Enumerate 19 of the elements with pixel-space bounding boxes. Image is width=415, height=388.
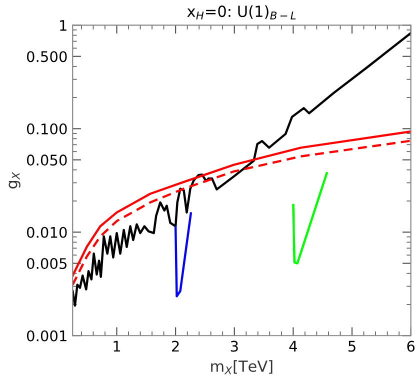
x-tick-label: 4 (289, 340, 298, 352)
line-series (72, 32, 411, 307)
y-tick-label: 0.001 (26, 330, 66, 342)
x-tick-label: 1 (114, 340, 120, 352)
x-tick-label: 6 (407, 340, 415, 352)
y-tick-label: 0.050 (26, 154, 67, 166)
line-series (292, 172, 328, 264)
y-tick-label: 0.500 (26, 51, 67, 62)
x-axis-title: m$_{X}$[TeV] (211, 360, 272, 374)
x-tick-label: 5 (348, 340, 356, 352)
line-series (174, 212, 192, 298)
x-tick-label: 3 (230, 340, 238, 352)
y-tick-label: 0.005 (26, 258, 66, 270)
y-tick-label: 1 (60, 20, 66, 31)
x-tick-label: 2 (172, 340, 179, 352)
y-tick-label: 0.010 (26, 226, 67, 238)
y-tick-label: 0.100 (26, 123, 67, 134)
chart-title: x$_{H}$=0: U(1)$_{B−L}$ (187, 5, 296, 20)
y-axis-title: g$_{X}$ (8, 172, 20, 188)
